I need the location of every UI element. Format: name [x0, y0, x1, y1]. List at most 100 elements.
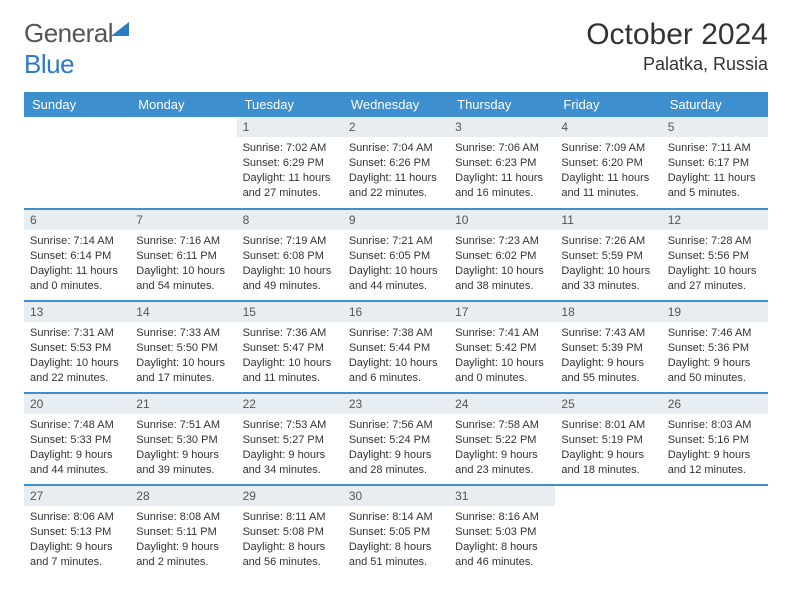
calendar-row: 27Sunrise: 8:06 AMSunset: 5:13 PMDayligh…	[24, 485, 768, 577]
day-details: Sunrise: 7:02 AMSunset: 6:29 PMDaylight:…	[237, 137, 343, 206]
day-number: 8	[237, 210, 343, 230]
calendar-cell: 27Sunrise: 8:06 AMSunset: 5:13 PMDayligh…	[24, 485, 130, 577]
day-details: Sunrise: 7:11 AMSunset: 6:17 PMDaylight:…	[662, 137, 768, 206]
calendar-cell: 20Sunrise: 7:48 AMSunset: 5:33 PMDayligh…	[24, 393, 130, 485]
day-details: Sunrise: 7:38 AMSunset: 5:44 PMDaylight:…	[343, 322, 449, 391]
day-number: 23	[343, 394, 449, 414]
calendar-cell: 12Sunrise: 7:28 AMSunset: 5:56 PMDayligh…	[662, 209, 768, 301]
day-number: 13	[24, 302, 130, 322]
calendar-cell: 14Sunrise: 7:33 AMSunset: 5:50 PMDayligh…	[130, 301, 236, 393]
calendar-cell: 5Sunrise: 7:11 AMSunset: 6:17 PMDaylight…	[662, 117, 768, 209]
calendar-cell: 13Sunrise: 7:31 AMSunset: 5:53 PMDayligh…	[24, 301, 130, 393]
day-number: 14	[130, 302, 236, 322]
day-header: Friday	[555, 92, 661, 117]
calendar-row: 13Sunrise: 7:31 AMSunset: 5:53 PMDayligh…	[24, 301, 768, 393]
calendar-cell	[662, 485, 768, 577]
day-number: 9	[343, 210, 449, 230]
day-header: Monday	[130, 92, 236, 117]
day-number: 11	[555, 210, 661, 230]
calendar-head: SundayMondayTuesdayWednesdayThursdayFrid…	[24, 92, 768, 117]
day-number: 12	[662, 210, 768, 230]
day-number: 18	[555, 302, 661, 322]
day-number: 19	[662, 302, 768, 322]
day-header: Thursday	[449, 92, 555, 117]
location: Palatka, Russia	[586, 54, 768, 75]
calendar-cell: 26Sunrise: 8:03 AMSunset: 5:16 PMDayligh…	[662, 393, 768, 485]
calendar-cell: 1Sunrise: 7:02 AMSunset: 6:29 PMDaylight…	[237, 117, 343, 209]
day-details: Sunrise: 8:03 AMSunset: 5:16 PMDaylight:…	[662, 414, 768, 483]
calendar-row: 20Sunrise: 7:48 AMSunset: 5:33 PMDayligh…	[24, 393, 768, 485]
calendar-cell: 25Sunrise: 8:01 AMSunset: 5:19 PMDayligh…	[555, 393, 661, 485]
day-details: Sunrise: 7:14 AMSunset: 6:14 PMDaylight:…	[24, 230, 130, 299]
header: General Blue October 2024 Palatka, Russi…	[24, 18, 768, 80]
calendar-cell: 6Sunrise: 7:14 AMSunset: 6:14 PMDaylight…	[24, 209, 130, 301]
calendar-cell: 7Sunrise: 7:16 AMSunset: 6:11 PMDaylight…	[130, 209, 236, 301]
calendar-cell: 24Sunrise: 7:58 AMSunset: 5:22 PMDayligh…	[449, 393, 555, 485]
calendar-table: SundayMondayTuesdayWednesdayThursdayFrid…	[24, 92, 768, 577]
day-details: Sunrise: 7:21 AMSunset: 6:05 PMDaylight:…	[343, 230, 449, 299]
calendar-cell: 30Sunrise: 8:14 AMSunset: 5:05 PMDayligh…	[343, 485, 449, 577]
day-header: Sunday	[24, 92, 130, 117]
day-details: Sunrise: 7:43 AMSunset: 5:39 PMDaylight:…	[555, 322, 661, 391]
day-number: 6	[24, 210, 130, 230]
day-details: Sunrise: 7:09 AMSunset: 6:20 PMDaylight:…	[555, 137, 661, 206]
day-number: 21	[130, 394, 236, 414]
calendar-cell: 19Sunrise: 7:46 AMSunset: 5:36 PMDayligh…	[662, 301, 768, 393]
day-details: Sunrise: 7:48 AMSunset: 5:33 PMDaylight:…	[24, 414, 130, 483]
day-details: Sunrise: 7:19 AMSunset: 6:08 PMDaylight:…	[237, 230, 343, 299]
day-details: Sunrise: 8:14 AMSunset: 5:05 PMDaylight:…	[343, 506, 449, 575]
calendar-cell: 31Sunrise: 8:16 AMSunset: 5:03 PMDayligh…	[449, 485, 555, 577]
day-details: Sunrise: 7:58 AMSunset: 5:22 PMDaylight:…	[449, 414, 555, 483]
page-title: October 2024	[586, 18, 768, 52]
day-number: 4	[555, 117, 661, 137]
day-number: 28	[130, 486, 236, 506]
day-details: Sunrise: 8:01 AMSunset: 5:19 PMDaylight:…	[555, 414, 661, 483]
calendar-cell	[555, 485, 661, 577]
day-number: 26	[662, 394, 768, 414]
day-details: Sunrise: 7:41 AMSunset: 5:42 PMDaylight:…	[449, 322, 555, 391]
day-number: 10	[449, 210, 555, 230]
calendar-cell: 4Sunrise: 7:09 AMSunset: 6:20 PMDaylight…	[555, 117, 661, 209]
calendar-cell: 9Sunrise: 7:21 AMSunset: 6:05 PMDaylight…	[343, 209, 449, 301]
calendar-cell: 10Sunrise: 7:23 AMSunset: 6:02 PMDayligh…	[449, 209, 555, 301]
calendar-cell: 15Sunrise: 7:36 AMSunset: 5:47 PMDayligh…	[237, 301, 343, 393]
day-number: 24	[449, 394, 555, 414]
calendar-row: 6Sunrise: 7:14 AMSunset: 6:14 PMDaylight…	[24, 209, 768, 301]
calendar-cell: 23Sunrise: 7:56 AMSunset: 5:24 PMDayligh…	[343, 393, 449, 485]
day-number: 20	[24, 394, 130, 414]
day-details: Sunrise: 7:36 AMSunset: 5:47 PMDaylight:…	[237, 322, 343, 391]
day-details: Sunrise: 7:33 AMSunset: 5:50 PMDaylight:…	[130, 322, 236, 391]
day-details: Sunrise: 7:28 AMSunset: 5:56 PMDaylight:…	[662, 230, 768, 299]
calendar-row: 1Sunrise: 7:02 AMSunset: 6:29 PMDaylight…	[24, 117, 768, 209]
calendar-body: 1Sunrise: 7:02 AMSunset: 6:29 PMDaylight…	[24, 117, 768, 577]
day-number: 3	[449, 117, 555, 137]
logo-text: General Blue	[24, 18, 129, 80]
day-details: Sunrise: 7:26 AMSunset: 5:59 PMDaylight:…	[555, 230, 661, 299]
day-number: 1	[237, 117, 343, 137]
day-details: Sunrise: 7:53 AMSunset: 5:27 PMDaylight:…	[237, 414, 343, 483]
day-details: Sunrise: 7:06 AMSunset: 6:23 PMDaylight:…	[449, 137, 555, 206]
calendar-cell: 28Sunrise: 8:08 AMSunset: 5:11 PMDayligh…	[130, 485, 236, 577]
day-header: Wednesday	[343, 92, 449, 117]
day-number: 16	[343, 302, 449, 322]
day-details: Sunrise: 7:23 AMSunset: 6:02 PMDaylight:…	[449, 230, 555, 299]
calendar-cell	[130, 117, 236, 209]
day-number: 17	[449, 302, 555, 322]
day-number: 7	[130, 210, 236, 230]
day-details: Sunrise: 7:16 AMSunset: 6:11 PMDaylight:…	[130, 230, 236, 299]
calendar-cell: 21Sunrise: 7:51 AMSunset: 5:30 PMDayligh…	[130, 393, 236, 485]
day-number: 22	[237, 394, 343, 414]
day-number: 2	[343, 117, 449, 137]
calendar-cell: 3Sunrise: 7:06 AMSunset: 6:23 PMDaylight…	[449, 117, 555, 209]
logo-part1: General	[24, 18, 113, 48]
calendar-cell: 22Sunrise: 7:53 AMSunset: 5:27 PMDayligh…	[237, 393, 343, 485]
day-details: Sunrise: 7:51 AMSunset: 5:30 PMDaylight:…	[130, 414, 236, 483]
calendar-cell: 18Sunrise: 7:43 AMSunset: 5:39 PMDayligh…	[555, 301, 661, 393]
day-number: 27	[24, 486, 130, 506]
calendar-cell: 11Sunrise: 7:26 AMSunset: 5:59 PMDayligh…	[555, 209, 661, 301]
day-header: Saturday	[662, 92, 768, 117]
day-number: 25	[555, 394, 661, 414]
day-details: Sunrise: 7:46 AMSunset: 5:36 PMDaylight:…	[662, 322, 768, 391]
day-details: Sunrise: 8:08 AMSunset: 5:11 PMDaylight:…	[130, 506, 236, 575]
calendar-cell	[24, 117, 130, 209]
